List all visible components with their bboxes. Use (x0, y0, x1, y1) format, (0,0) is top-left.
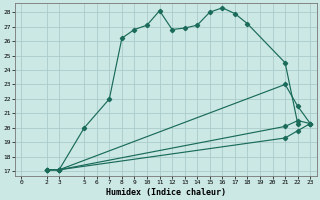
X-axis label: Humidex (Indice chaleur): Humidex (Indice chaleur) (106, 188, 226, 197)
